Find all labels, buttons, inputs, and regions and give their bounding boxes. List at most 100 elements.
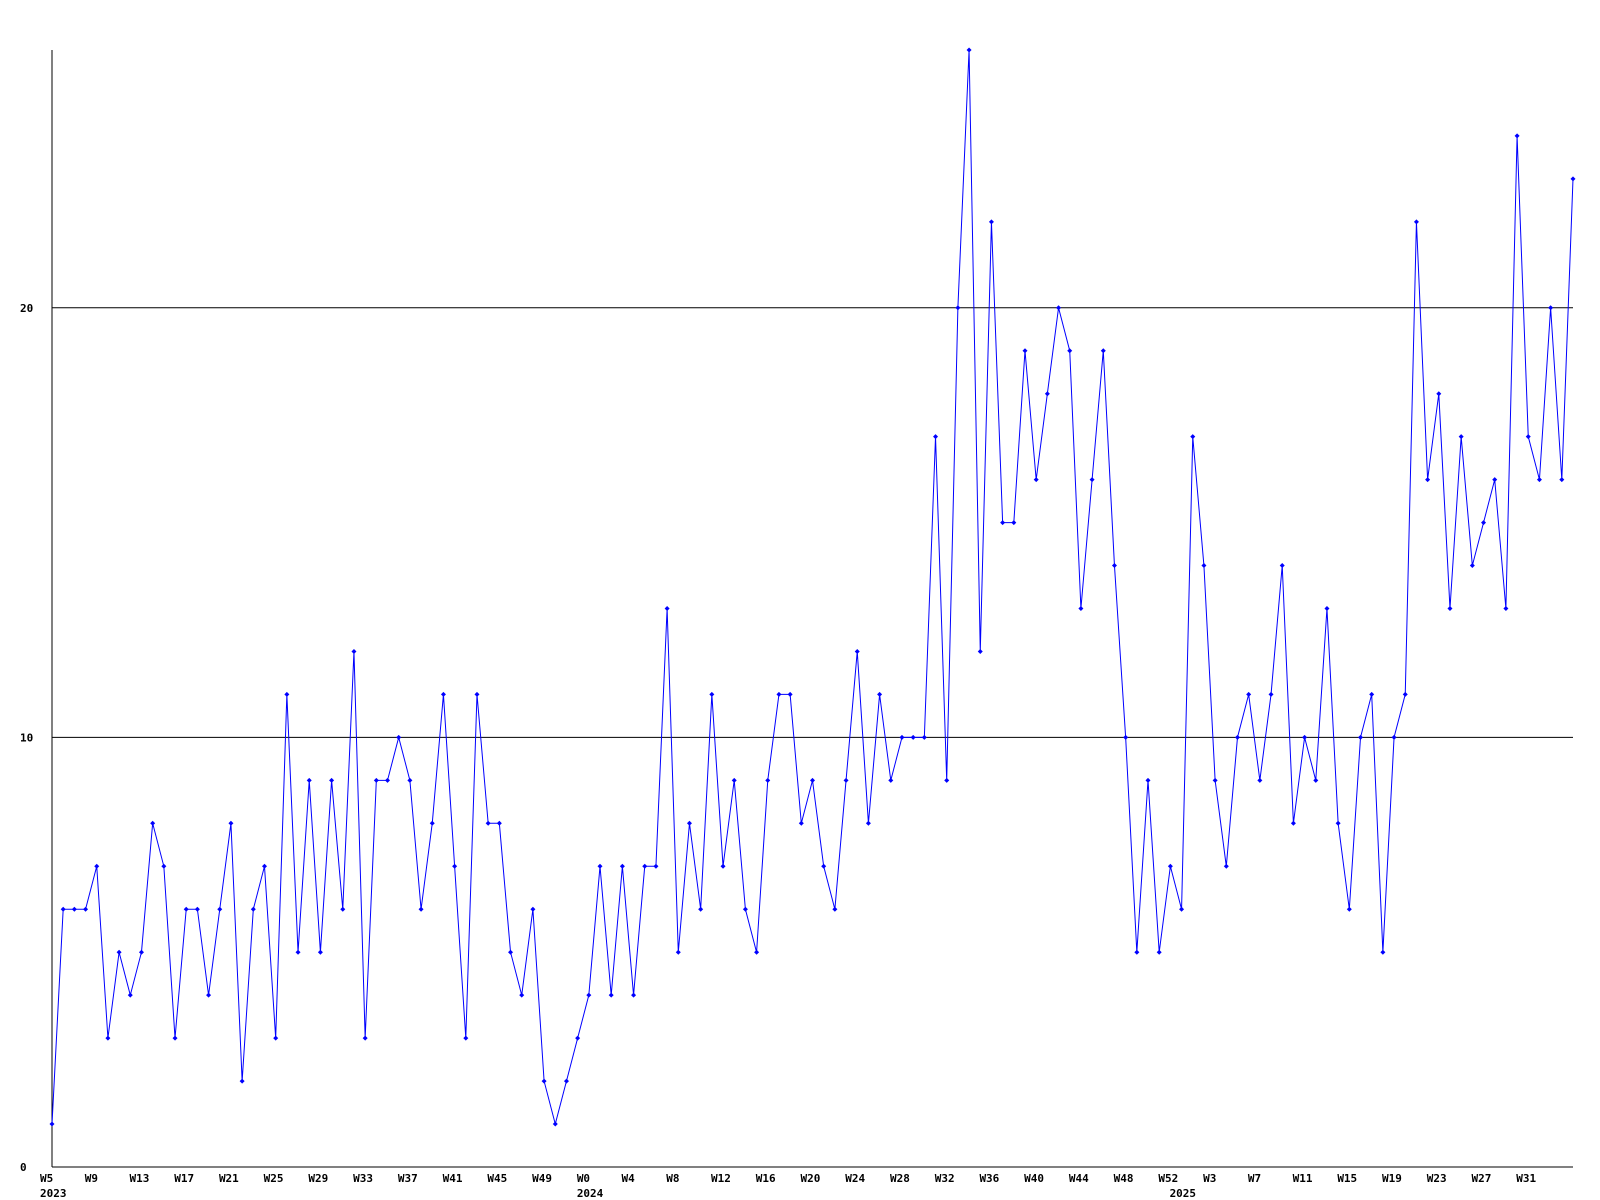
point-marker (194, 906, 200, 912)
point-marker (1246, 691, 1252, 697)
point-marker (385, 777, 391, 783)
x-tick-label: W12 (711, 1172, 731, 1185)
x-tick-label: W28 (890, 1172, 910, 1185)
point-marker (1536, 477, 1542, 483)
point-marker (1413, 219, 1419, 225)
point-marker (921, 734, 927, 740)
point-marker (1223, 863, 1229, 869)
point-marker (977, 648, 983, 654)
point-marker (351, 648, 357, 654)
point-marker (1290, 820, 1296, 826)
point-marker (183, 906, 189, 912)
point-marker (206, 992, 212, 998)
point-marker (1514, 133, 1520, 139)
point-marker (966, 47, 972, 53)
x-tick-label: W32 (935, 1172, 955, 1185)
point-marker (127, 992, 133, 998)
point-marker (83, 906, 89, 912)
point-marker (1089, 477, 1095, 483)
point-marker (1447, 606, 1453, 611)
point-marker (1324, 606, 1330, 611)
point-marker (597, 863, 603, 869)
point-marker (1469, 563, 1475, 569)
point-marker (1234, 734, 1240, 740)
x-tick-label: W23 (1427, 1172, 1447, 1185)
point-marker (742, 906, 748, 912)
point-marker (1100, 348, 1106, 354)
point-marker (340, 906, 346, 912)
point-marker (1156, 949, 1162, 955)
point-marker (508, 949, 514, 955)
point-marker (1436, 391, 1442, 397)
point-marker (496, 820, 502, 826)
point-marker (138, 949, 144, 955)
x-tick-label: W19 (1382, 1172, 1402, 1185)
x-tick-label: W21 (219, 1172, 239, 1185)
point-marker (474, 691, 480, 697)
year-label: 2023 (40, 1187, 67, 1200)
point-marker (250, 906, 256, 912)
point-marker (1190, 434, 1196, 440)
point-marker (1212, 777, 1218, 783)
point-marker (1078, 606, 1084, 611)
x-tick-label: W25 (264, 1172, 284, 1185)
point-marker (440, 691, 446, 697)
point-marker (317, 949, 323, 955)
point-marker (1358, 734, 1364, 740)
point-marker (1335, 820, 1341, 826)
x-tick-label: W48 (1114, 1172, 1134, 1185)
x-tick-label: W13 (129, 1172, 149, 1185)
point-marker (787, 691, 793, 697)
point-marker (1268, 691, 1274, 697)
point-marker (854, 648, 860, 654)
y-tick-label: 20 (20, 302, 33, 315)
point-marker (150, 820, 156, 826)
point-marker (1492, 477, 1498, 483)
point-marker (675, 949, 681, 955)
point-marker (619, 863, 625, 869)
point-marker (418, 906, 424, 912)
x-tick-label: W4 (622, 1172, 636, 1185)
point-marker (821, 863, 827, 869)
point-marker (988, 219, 994, 225)
point-marker (1022, 348, 1028, 354)
point-marker (1167, 863, 1173, 869)
point-marker (1111, 563, 1117, 569)
point-marker (396, 734, 402, 740)
point-marker (530, 906, 536, 912)
x-tick-label: W37 (398, 1172, 418, 1185)
point-marker (329, 777, 335, 783)
point-marker (698, 906, 704, 912)
point-marker (429, 820, 435, 826)
point-marker (116, 949, 122, 955)
x-tick-label: W29 (308, 1172, 328, 1185)
point-marker (1179, 906, 1185, 912)
series-line (51, 49, 1574, 1127)
x-tick-label: W15 (1337, 1172, 1357, 1185)
point-marker (105, 1035, 111, 1041)
point-marker (731, 777, 737, 783)
x-tick-label: W7 (1248, 1172, 1261, 1185)
point-marker (228, 820, 234, 826)
point-marker (1481, 520, 1487, 526)
point-marker (720, 863, 726, 869)
point-marker (608, 992, 614, 998)
point-marker (1000, 520, 1006, 526)
point-marker (642, 863, 648, 869)
point-marker (407, 777, 413, 783)
point-marker (1302, 734, 1308, 740)
x-tick-label: W17 (174, 1172, 194, 1185)
point-marker (284, 691, 290, 697)
point-marker (485, 820, 491, 826)
point-marker (631, 992, 637, 998)
x-tick-label: W31 (1516, 1172, 1536, 1185)
point-marker (362, 1035, 368, 1041)
point-marker (899, 734, 905, 740)
point-marker (519, 992, 525, 998)
x-tick-label: W41 (443, 1172, 463, 1185)
point-marker (1570, 176, 1576, 182)
point-marker (273, 1035, 279, 1041)
point-marker (239, 1078, 245, 1084)
point-marker (1458, 434, 1464, 440)
point-marker (1134, 949, 1140, 955)
